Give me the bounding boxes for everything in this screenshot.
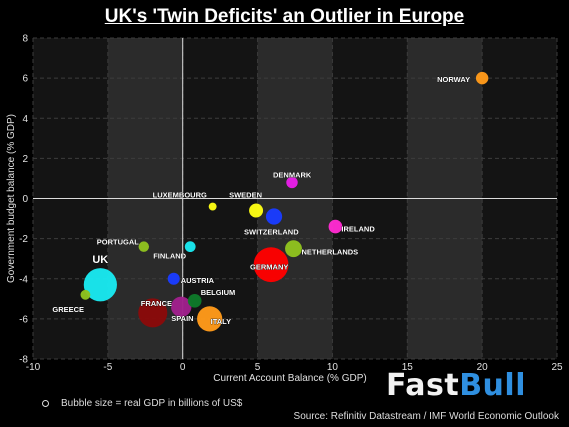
bubble-austria <box>167 272 180 285</box>
label-netherlands: NETHERLANDS <box>302 248 359 257</box>
bubble-ireland <box>328 219 343 234</box>
x-tick-label: 15 <box>402 362 414 373</box>
x-tick-label: 0 <box>180 362 186 373</box>
y-tick-label: -2 <box>19 234 28 245</box>
bubble-sweden <box>249 203 264 218</box>
label-germany: GERMANY <box>250 263 288 272</box>
bubble-spain <box>171 296 192 318</box>
label-sweden: SWEDEN <box>229 191 262 200</box>
bubble-luxembourg <box>208 202 217 211</box>
bubble-norway <box>475 71 489 85</box>
x-tick-label: 10 <box>327 362 339 373</box>
y-tick-label: 8 <box>22 34 28 45</box>
x-tick-label: -5 <box>103 362 112 373</box>
brand-part2: Bull <box>459 368 526 403</box>
brand-part1: Fast <box>386 368 460 403</box>
bubble-switzerland <box>265 208 283 225</box>
bubble-uk <box>83 268 117 302</box>
label-switzerland: SWITZERLAND <box>244 228 299 237</box>
label-ireland: IRELAND <box>341 225 375 234</box>
label-belgium: BELGIUM <box>201 288 236 297</box>
label-denmark: DENMARK <box>273 170 312 179</box>
source-note: Source: Refinitiv Datastream / IMF World… <box>293 411 559 422</box>
label-france: FRANCE <box>141 299 172 308</box>
label-austria: AUSTRIA <box>181 276 215 285</box>
y-tick-label: 4 <box>22 114 28 125</box>
label-greece: GREECE <box>52 305 84 314</box>
brand-logo: FastBull <box>386 368 526 403</box>
label-italy: ITALY <box>211 317 231 326</box>
y-tick-label: -8 <box>19 355 28 366</box>
bubble-greece <box>80 289 91 300</box>
label-spain: SPAIN <box>171 314 193 323</box>
x-tick-label: -10 <box>26 362 41 373</box>
y-tick-label: -6 <box>19 314 28 325</box>
x-tick-label: 20 <box>477 362 489 373</box>
y-tick-label: 6 <box>22 74 28 85</box>
legend-text: Bubble size = real GDP in billions of US… <box>61 398 243 409</box>
bubble-germany <box>253 247 289 283</box>
x-tick-label: 25 <box>551 362 563 373</box>
legend: Bubble size = real GDP in billions of US… <box>42 398 242 409</box>
y-tick-label: -4 <box>19 274 28 285</box>
y-tick-label: 0 <box>22 194 28 205</box>
label-finland: FINLAND <box>153 252 186 261</box>
label-uk: UK <box>92 254 108 266</box>
bubble-france <box>138 298 168 328</box>
bubble-italy <box>197 306 223 332</box>
label-portugal: PORTUGAL <box>97 238 140 247</box>
bubble-portugal <box>138 241 150 252</box>
bubble-finland <box>184 241 196 253</box>
bubble-belgium <box>187 293 202 308</box>
bubble-netherlands <box>285 240 302 258</box>
x-axis-label: Current Account Balance (% GDP) <box>213 373 366 384</box>
y-axis-label: Government budget balance (% GDP) <box>6 114 17 283</box>
label-norway: NORWAY <box>437 75 470 84</box>
label-luxembourg: LUXEMBOURG <box>153 191 207 200</box>
legend-bubble-icon <box>42 399 49 407</box>
y-tick-label: 2 <box>22 154 28 165</box>
bubble-denmark <box>286 176 298 189</box>
x-tick-label: 5 <box>255 362 261 373</box>
chart-title: UK's 'Twin Deficits' an Outlier in Europ… <box>104 6 465 27</box>
